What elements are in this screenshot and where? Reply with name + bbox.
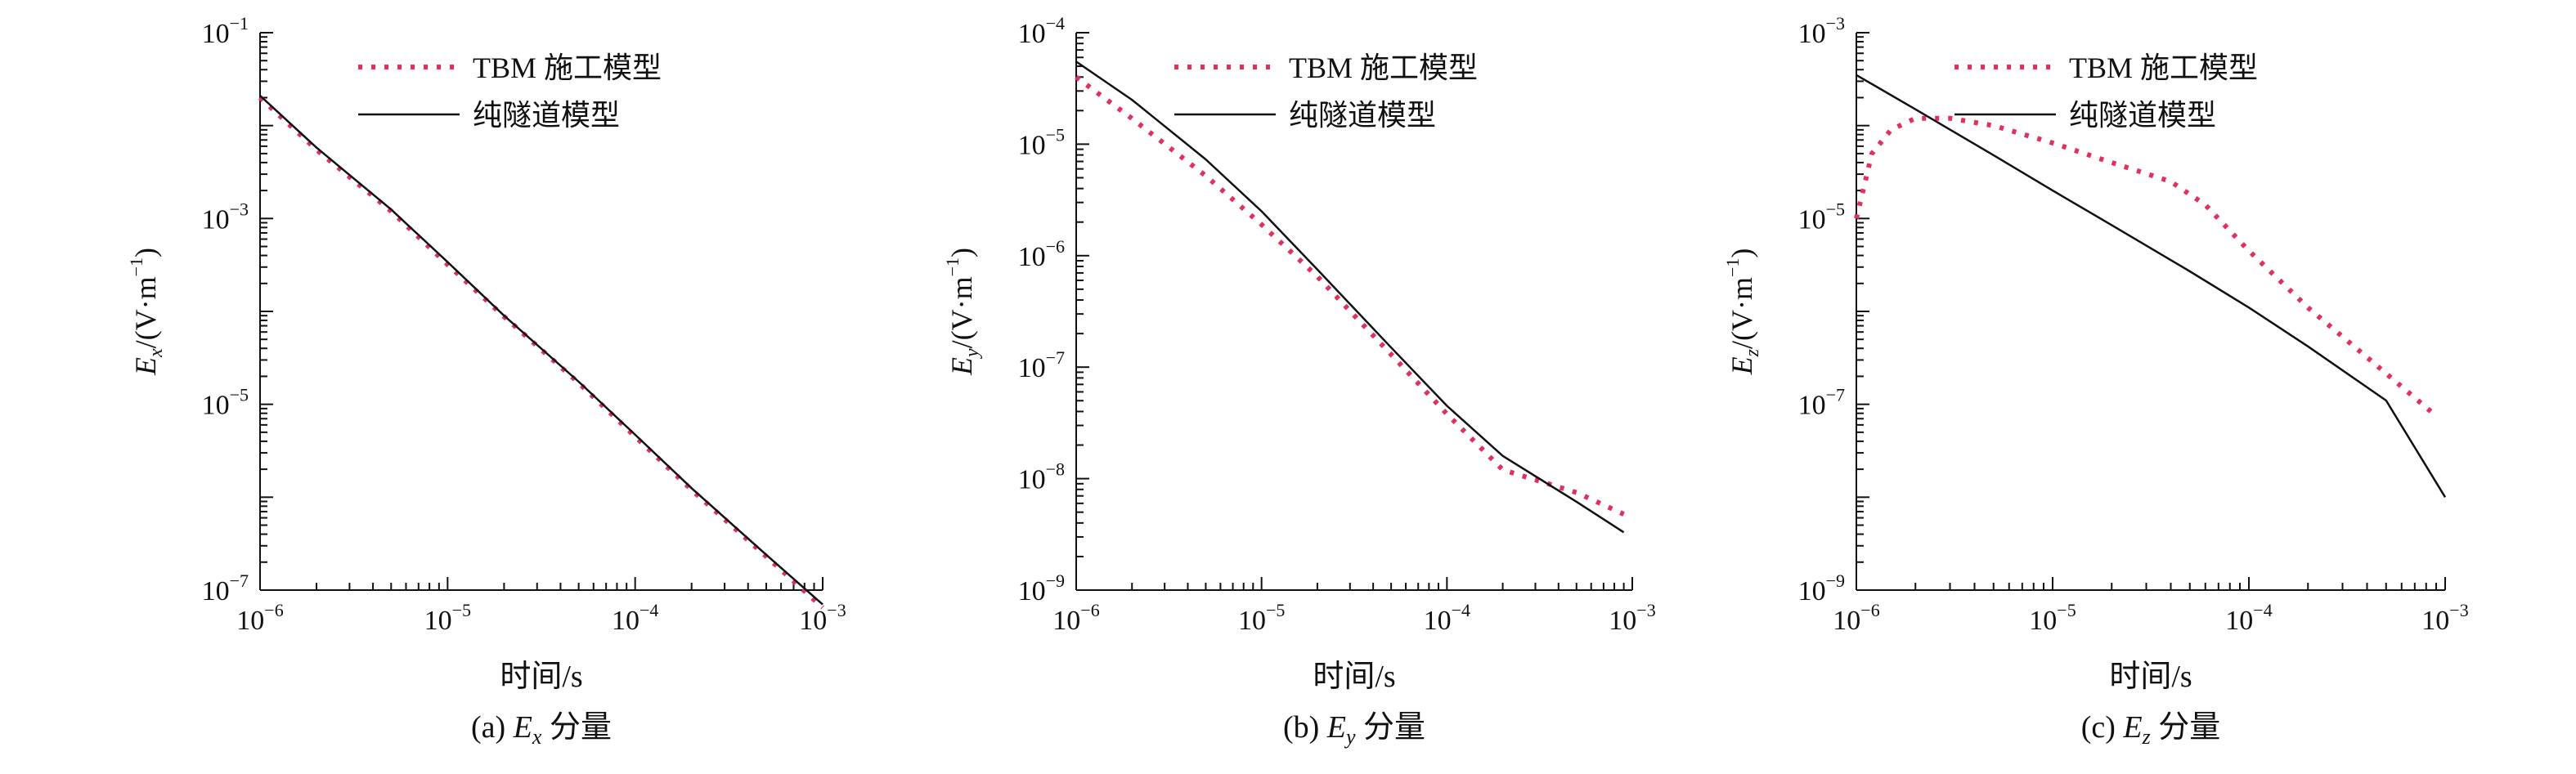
panel-caption: (c) Ez 分量 (2081, 709, 2221, 749)
x-axis-label: 时间/s (500, 660, 582, 694)
x-tick-label: 10−3 (2421, 600, 2468, 636)
y-tick-label: 10−5 (202, 385, 249, 421)
y-tick-label: 10−7 (202, 570, 249, 606)
x-tick-label: 10−3 (799, 600, 846, 636)
y-tick-label: 10−5 (1018, 124, 1065, 160)
y-tick-label: 10−5 (1798, 199, 1845, 235)
x-axis-label: 时间/s (2109, 660, 2192, 694)
y-tick-label: 10−8 (1018, 459, 1065, 495)
y-tick-label: 10−3 (1798, 13, 1845, 49)
chart-panel-3: 10−6 10−5 10−4 10−3 10−9 10−7 10−5 10−3 Ez/(V·m−… (1722, 13, 2469, 749)
x-tick-label: 10−4 (1424, 600, 1470, 636)
series-line-tunnel (1075, 60, 1625, 534)
x-tick-label: 10−5 (424, 600, 471, 636)
y-tick-label: 10−3 (202, 199, 249, 235)
x-tick-label: 10−6 (1833, 600, 1879, 636)
legend-label: TBM 施工模型 (2069, 51, 2258, 84)
y-tick-label: 10−9 (1798, 570, 1845, 606)
legend-label: 纯隧道模型 (473, 99, 620, 132)
chart-panel-1: 10−6 10−5 10−4 10−3 10−7 10−5 10−3 10−1 Ex/(V·m−… (126, 13, 846, 749)
legend-label: 纯隧道模型 (1289, 99, 1436, 132)
legend-label: TBM 施工模型 (1289, 51, 1478, 84)
x-tick-label: 10−4 (612, 600, 658, 636)
y-tick-label: 10−9 (1018, 570, 1065, 606)
y-axis-label: Ey/(V·m−1) (942, 248, 983, 376)
x-tick-label: 10−5 (1238, 600, 1285, 636)
x-tick-label: 10−4 (2225, 600, 2272, 636)
y-axis-label: Ex/(V·m−1) (126, 248, 167, 376)
x-tick-label: 10−5 (2029, 600, 2076, 636)
chart-panel-2: 10−6 10−5 10−4 10−3 10−9 10−8 10−7 10−6 10−5 10−4… (942, 13, 1656, 749)
y-tick-label: 10−6 (1018, 236, 1065, 272)
x-axis-label: 时间/s (1313, 660, 1395, 694)
y-tick-label: 10−4 (1018, 13, 1065, 49)
x-tick-label: 10−6 (1052, 600, 1099, 636)
x-tick-label: 10−3 (1609, 600, 1655, 636)
legend-label: 纯隧道模型 (2069, 99, 2216, 132)
panel-caption: (a) Ex 分量 (471, 709, 612, 749)
series-line-tunnel (1856, 74, 2447, 498)
series-line-tunnel (259, 95, 824, 606)
panel-caption: (b) Ey 分量 (1283, 709, 1425, 749)
series-line-tbm (1854, 115, 2438, 418)
y-tick-label: 10−7 (1018, 347, 1065, 383)
y-axis-label: Ez/(V·m−1) (1722, 248, 1763, 376)
legend-label: TBM 施工模型 (473, 51, 662, 84)
series-line-tbm (1075, 74, 1625, 517)
x-tick-label: 10−6 (236, 600, 283, 636)
y-tick-label: 10−7 (1798, 385, 1845, 421)
y-tick-label: 10−1 (202, 13, 249, 49)
